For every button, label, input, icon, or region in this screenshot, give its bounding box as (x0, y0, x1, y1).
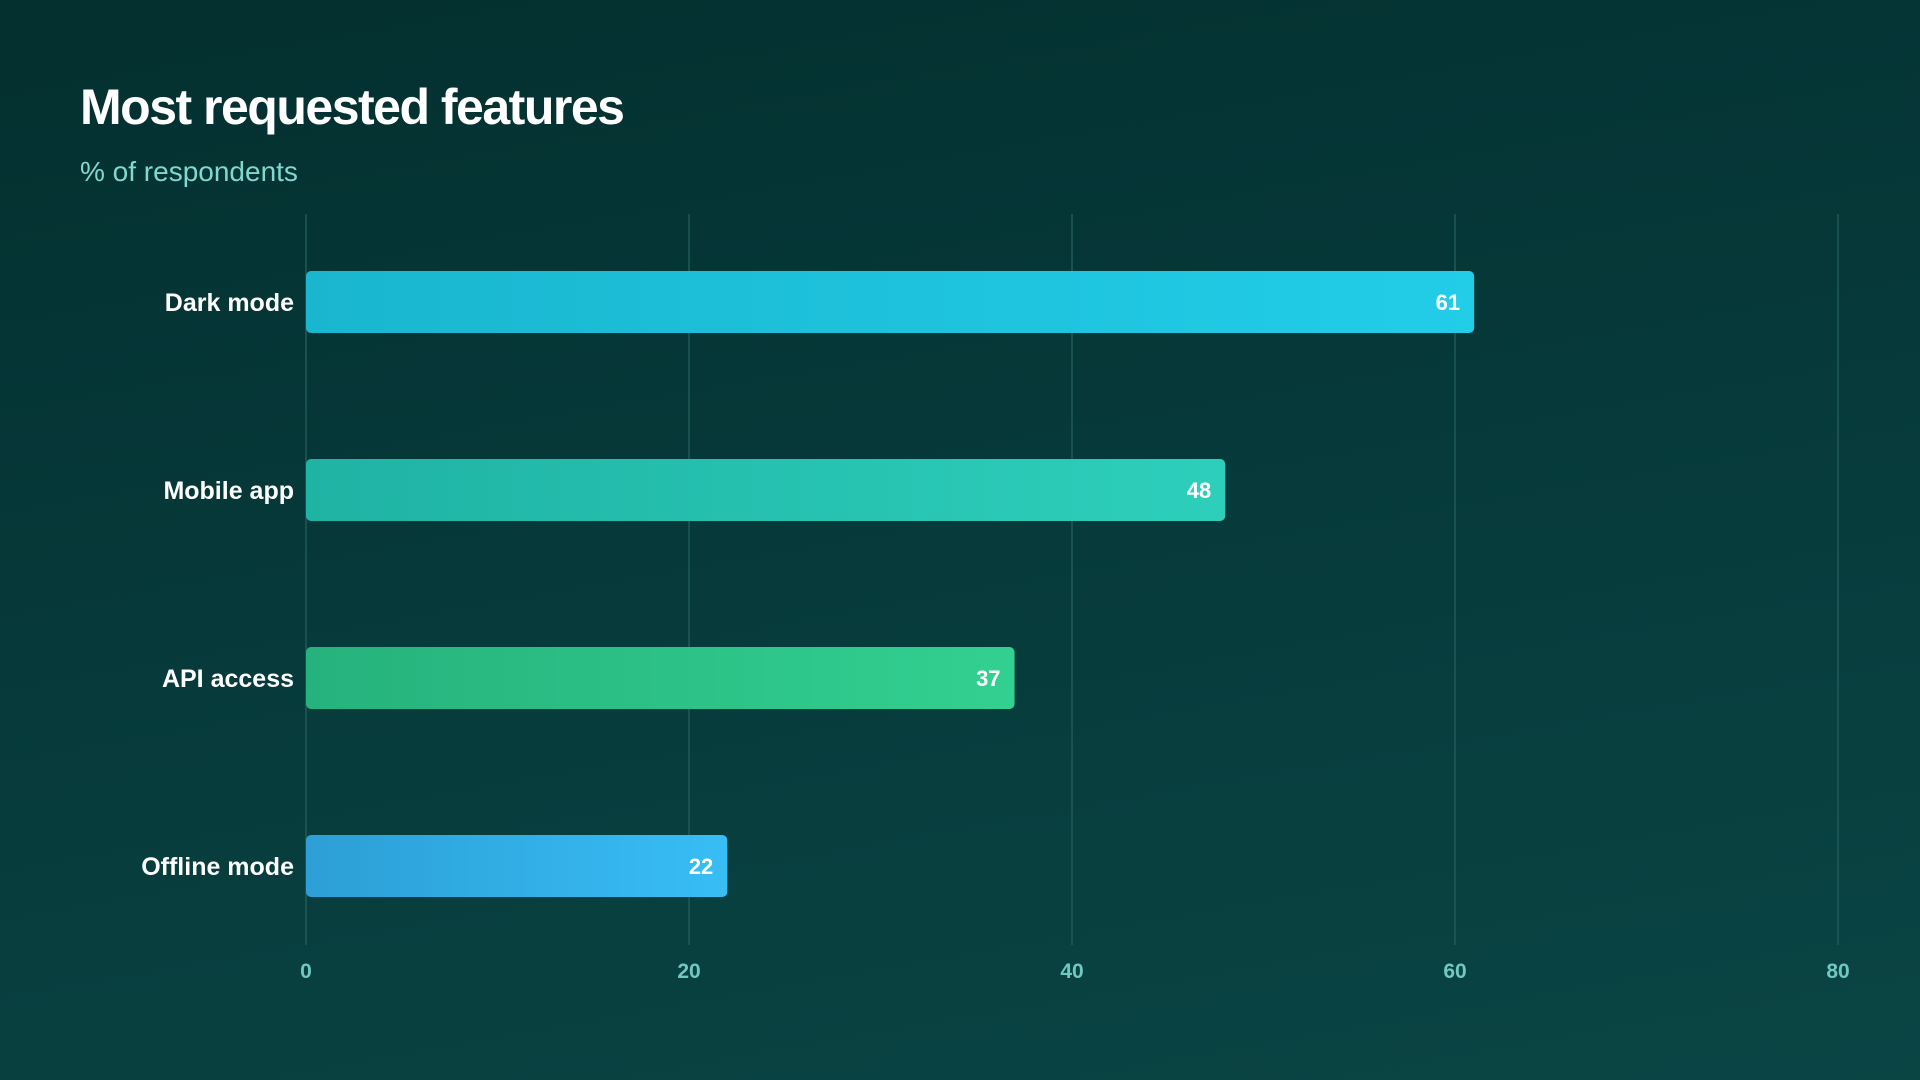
x-tick-label: 60 (1443, 960, 1466, 983)
category-label: Offline mode (141, 853, 294, 881)
chart-subtitle: % of respondents (80, 156, 298, 187)
bar-value-label: 37 (976, 666, 1000, 691)
bar-value-label: 48 (1187, 478, 1211, 503)
bar (306, 647, 1015, 709)
x-axis-ticks: 0 20 40 60 80 (300, 960, 1850, 983)
category-label: Dark mode (165, 289, 294, 317)
category-label: API access (162, 665, 294, 693)
bar (306, 459, 1226, 521)
category-labels: Dark mode Mobile app API access Offline mod… (141, 289, 294, 881)
bar-value-label: 61 (1436, 290, 1460, 315)
chart-title: Most requested features (80, 79, 625, 135)
bar (306, 271, 1475, 333)
x-tick-label: 0 (300, 960, 312, 983)
x-tick-label: 20 (677, 960, 700, 983)
bars: 61 48 37 22 (306, 271, 1475, 897)
category-label: Mobile app (163, 477, 294, 505)
gridlines (305, 214, 1839, 945)
x-tick-label: 80 (1826, 960, 1849, 983)
bar (306, 835, 728, 897)
x-tick-label: 40 (1060, 960, 1083, 983)
bar-value-label: 22 (689, 854, 713, 879)
